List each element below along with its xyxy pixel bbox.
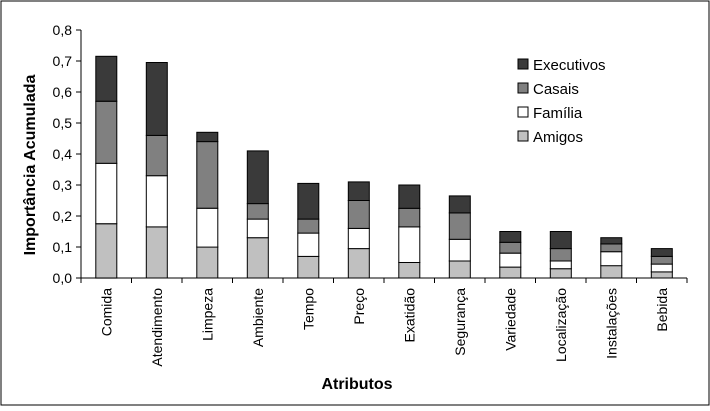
y-tick-label: 0,4 xyxy=(53,146,73,162)
y-tick-label: 0,0 xyxy=(53,270,73,286)
y-axis-title: Importância Acumulada xyxy=(22,75,39,256)
bar-segment-casais-1 xyxy=(95,100,118,164)
x-axis-title: Atributos xyxy=(321,376,392,393)
bar-segment-famlia-9 xyxy=(499,252,522,268)
bar-segment-executivos-9 xyxy=(499,231,522,243)
bar-segment-executivos-5 xyxy=(297,182,320,220)
y-tick-label: 0,3 xyxy=(53,177,73,193)
legend-label-famlia: Família xyxy=(533,105,583,122)
bar-segment-amigos-2 xyxy=(145,226,168,279)
x-tick-label: Comida xyxy=(98,288,114,336)
x-tick-label: Exatidão xyxy=(401,288,417,343)
bar-segment-executivos-4 xyxy=(246,150,269,205)
bar-segment-amigos-8 xyxy=(448,260,471,279)
legend-swatch-famlia xyxy=(517,106,529,118)
legend-swatch-executivos xyxy=(517,58,529,70)
bar-segment-famlia-3 xyxy=(196,207,219,248)
y-tick-label: 0,5 xyxy=(53,115,73,131)
x-tick-label: Localização xyxy=(553,288,569,362)
legend-swatch-amigos xyxy=(517,130,529,142)
bar-segment-amigos-11 xyxy=(600,265,623,279)
bar-segment-casais-9 xyxy=(499,241,522,254)
bar-segment-famlia-8 xyxy=(448,238,471,262)
bar-segment-executivos-10 xyxy=(549,231,572,250)
bar-segment-executivos-1 xyxy=(95,55,118,102)
bar-segment-executivos-7 xyxy=(398,184,421,209)
bars-layer xyxy=(95,55,673,279)
bar-segment-casais-2 xyxy=(145,134,168,177)
bar-segment-casais-10 xyxy=(549,248,572,262)
x-tick-label: Bebida xyxy=(654,288,670,332)
bar-segment-executivos-11 xyxy=(600,237,623,245)
bar-segment-casais-6 xyxy=(347,200,370,229)
legend-label-amigos: Amigos xyxy=(533,129,583,146)
bar-segment-executivos-3 xyxy=(196,131,219,143)
y-tick-label: 0,6 xyxy=(53,84,73,100)
bar-segment-executivos-12 xyxy=(650,248,673,257)
x-tick-label: Limpeza xyxy=(199,288,215,341)
legend-swatch-casais xyxy=(517,82,529,94)
y-tick-label: 0,1 xyxy=(53,239,73,255)
y-tick-label: 0,7 xyxy=(53,53,73,69)
bar-segment-famlia-2 xyxy=(145,175,168,228)
bar-segment-amigos-9 xyxy=(499,266,522,279)
bar-segment-famlia-7 xyxy=(398,226,421,264)
x-tick-label: Instalações xyxy=(603,288,619,359)
bar-segment-amigos-5 xyxy=(297,255,320,279)
bar-segment-famlia-1 xyxy=(95,162,118,225)
bar-segment-famlia-4 xyxy=(246,218,269,239)
x-tick-label: Atendimento xyxy=(149,288,165,367)
bar-segment-casais-7 xyxy=(398,207,421,228)
bar-segment-amigos-7 xyxy=(398,262,421,279)
x-tick-label: Segurança xyxy=(452,288,468,356)
x-tick-label: Tempo xyxy=(300,288,316,330)
bar-segment-famlia-11 xyxy=(600,251,623,267)
y-tick-label: 0,8 xyxy=(53,22,73,38)
bar-segment-executivos-8 xyxy=(448,195,471,214)
bar-segment-casais-5 xyxy=(297,218,320,234)
bar-segment-executivos-2 xyxy=(145,62,168,136)
bar-segment-amigos-1 xyxy=(95,223,118,279)
legend-label-executivos: Executivos xyxy=(533,57,606,74)
bar-segment-amigos-3 xyxy=(196,246,219,279)
bar-segment-casais-4 xyxy=(246,203,269,220)
x-tick-label: Ambiente xyxy=(250,288,266,347)
x-tick-label: Preço xyxy=(351,288,367,325)
bar-segment-executivos-6 xyxy=(347,181,370,201)
axes: Comida Atendimento Limpeza Ambiente Tempo Pre… xyxy=(53,22,688,367)
x-tick-label: Variedade xyxy=(502,288,518,351)
bar-segment-amigos-6 xyxy=(347,248,370,279)
bar-segment-famlia-10 xyxy=(549,260,572,270)
bar-segment-casais-11 xyxy=(600,243,623,253)
bar-segment-casais-3 xyxy=(196,141,219,209)
bar-segment-amigos-4 xyxy=(246,237,269,279)
bar-segment-famlia-12 xyxy=(650,263,673,273)
bar-segment-amigos-12 xyxy=(650,271,673,279)
bar-segment-amigos-10 xyxy=(549,268,572,279)
legend: Executivos Casais Família Amigos xyxy=(517,57,606,146)
bar-segment-casais-8 xyxy=(448,212,471,240)
bar-segment-famlia-6 xyxy=(347,227,370,250)
y-tick-label: 0,2 xyxy=(53,208,73,224)
bar-segment-famlia-5 xyxy=(297,232,320,257)
legend-label-casais: Casais xyxy=(533,81,579,98)
bar-segment-casais-12 xyxy=(650,255,673,265)
